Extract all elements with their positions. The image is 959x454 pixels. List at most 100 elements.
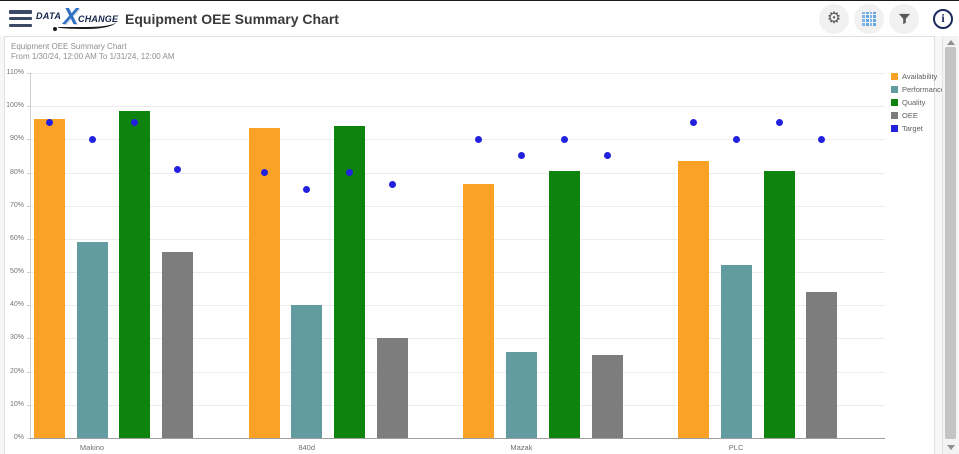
bar-oee-mazak[interactable] bbox=[591, 355, 623, 438]
y-axis-line bbox=[30, 73, 31, 438]
y-tick-label: 80% bbox=[9, 168, 24, 176]
target-dot-makino[interactable] bbox=[131, 119, 139, 127]
bar-quality-makino[interactable] bbox=[119, 111, 151, 438]
y-tick-label: 0% bbox=[13, 434, 24, 441]
grid-icon bbox=[862, 11, 876, 26]
target-dot-makino[interactable] bbox=[46, 119, 53, 127]
y-tick bbox=[27, 106, 30, 108]
info-button[interactable]: i bbox=[933, 8, 953, 29]
gridline bbox=[31, 272, 885, 274]
y-tick bbox=[27, 172, 30, 174]
gridline bbox=[31, 404, 885, 406]
legend-item-quality[interactable]: Quality bbox=[891, 98, 925, 107]
bar-performance-makino[interactable] bbox=[76, 242, 108, 438]
legend-label: Availability bbox=[902, 72, 938, 81]
x-category-label: PLC bbox=[728, 443, 744, 452]
oee-bar-chart: 0% 10% 20% 30% 40% 50% 60% 70% 80% 90% 100% 110% Mak… bbox=[5, 37, 945, 454]
x-category-label: 840d bbox=[298, 443, 316, 452]
y-tick bbox=[27, 371, 30, 373]
bar-availability-mazak[interactable] bbox=[463, 184, 495, 438]
gridline bbox=[31, 338, 885, 340]
chart-subtitle: From 1/30/24, 12:00 AM To 1/31/24, 12:00… bbox=[11, 52, 175, 61]
target-dot-840d[interactable] bbox=[388, 180, 396, 188]
y-tick-label: 10% bbox=[9, 400, 24, 408]
info-icon: i bbox=[941, 11, 945, 25]
y-tick bbox=[27, 238, 30, 240]
target-dot-mazak[interactable] bbox=[560, 135, 568, 143]
target-dot-mazak[interactable] bbox=[518, 152, 526, 160]
logo-text-change: CHANGE bbox=[78, 14, 119, 24]
target-dot-mazak[interactable] bbox=[475, 135, 483, 143]
target-dot-plc[interactable] bbox=[818, 135, 826, 143]
target-dot-840d[interactable] bbox=[260, 169, 268, 177]
menu-bar bbox=[9, 16, 32, 21]
target-dot-plc[interactable] bbox=[690, 119, 698, 127]
logo-text-data: DATA bbox=[36, 11, 62, 21]
app-bar: DATA X CHANGE Equipment OEE Summary Char… bbox=[0, 1, 959, 36]
target-dot-plc[interactable] bbox=[732, 135, 740, 143]
filter-button[interactable] bbox=[889, 3, 919, 34]
bar-oee-840d[interactable] bbox=[376, 338, 408, 438]
y-tick bbox=[27, 438, 30, 439]
gridline bbox=[31, 139, 885, 141]
bar-performance-840d[interactable] bbox=[291, 305, 323, 438]
menu-icon[interactable] bbox=[9, 10, 32, 28]
target-dot-840d[interactable] bbox=[346, 169, 354, 177]
dataxchange-logo: DATA X CHANGE bbox=[36, 3, 120, 34]
scroll-up-arrow-icon[interactable] bbox=[947, 40, 955, 45]
y-tick bbox=[27, 139, 30, 141]
gridline bbox=[31, 371, 885, 373]
bar-quality-mazak[interactable] bbox=[548, 170, 580, 438]
legend-swatch bbox=[891, 125, 898, 132]
bar-availability-plc[interactable] bbox=[678, 160, 710, 438]
bar-oee-makino[interactable] bbox=[162, 252, 194, 438]
bar-quality-840d[interactable] bbox=[334, 126, 366, 438]
legend-label: Target bbox=[902, 124, 923, 133]
target-dot-840d[interactable] bbox=[303, 185, 311, 193]
legend-swatch bbox=[891, 86, 898, 93]
bar-availability-makino[interactable] bbox=[34, 119, 65, 438]
legend-item-oee[interactable]: OEE bbox=[891, 111, 918, 120]
app-actions: ⚙ i bbox=[814, 3, 953, 34]
page-title: Equipment OEE Summary Chart bbox=[125, 11, 339, 27]
legend-swatch bbox=[891, 99, 898, 106]
gridline bbox=[31, 73, 885, 74]
legend-swatch bbox=[891, 73, 898, 80]
target-dot-plc[interactable] bbox=[775, 119, 783, 127]
bar-oee-plc[interactable] bbox=[806, 292, 838, 438]
settings-button[interactable]: ⚙ bbox=[819, 3, 849, 34]
bar-availability-840d[interactable] bbox=[248, 127, 280, 438]
y-tick bbox=[27, 404, 30, 406]
logo-swoosh bbox=[53, 21, 116, 31]
y-tick-label: 20% bbox=[9, 367, 24, 375]
funnel-icon bbox=[898, 13, 910, 25]
y-tick bbox=[27, 73, 30, 74]
bar-performance-mazak[interactable] bbox=[506, 351, 538, 438]
bar-quality-plc[interactable] bbox=[763, 170, 795, 438]
table-view-button[interactable] bbox=[854, 3, 884, 34]
y-tick bbox=[27, 305, 30, 307]
target-dot-makino[interactable] bbox=[88, 135, 96, 143]
x-axis-line bbox=[30, 438, 885, 439]
gear-icon: ⚙ bbox=[826, 9, 842, 27]
legend-item-availability[interactable]: Availability bbox=[891, 72, 937, 81]
target-dot-makino[interactable] bbox=[174, 165, 182, 173]
vertical-scrollbar[interactable] bbox=[942, 36, 958, 454]
chart-panel: Equipment OEE Summary Chart From 1/30/24… bbox=[4, 36, 945, 454]
x-category-label: Mazak bbox=[510, 443, 533, 452]
gridline bbox=[31, 106, 885, 108]
y-tick-label: 60% bbox=[9, 234, 24, 242]
legend-item-performance[interactable]: Performance bbox=[891, 85, 945, 94]
window-top-edge bbox=[0, 0, 959, 1]
scrollbar-thumb[interactable] bbox=[945, 47, 956, 439]
target-dot-mazak[interactable] bbox=[603, 152, 611, 160]
legend-label: Quality bbox=[902, 98, 926, 107]
menu-bar bbox=[9, 10, 32, 14]
legend-item-target[interactable]: Target bbox=[891, 124, 923, 133]
y-tick bbox=[27, 338, 30, 340]
bar-performance-plc[interactable] bbox=[720, 265, 752, 438]
y-tick bbox=[27, 205, 30, 207]
scroll-down-arrow-icon[interactable] bbox=[947, 445, 955, 450]
menu-bar bbox=[9, 23, 32, 28]
legend-label: Performance bbox=[902, 85, 945, 94]
